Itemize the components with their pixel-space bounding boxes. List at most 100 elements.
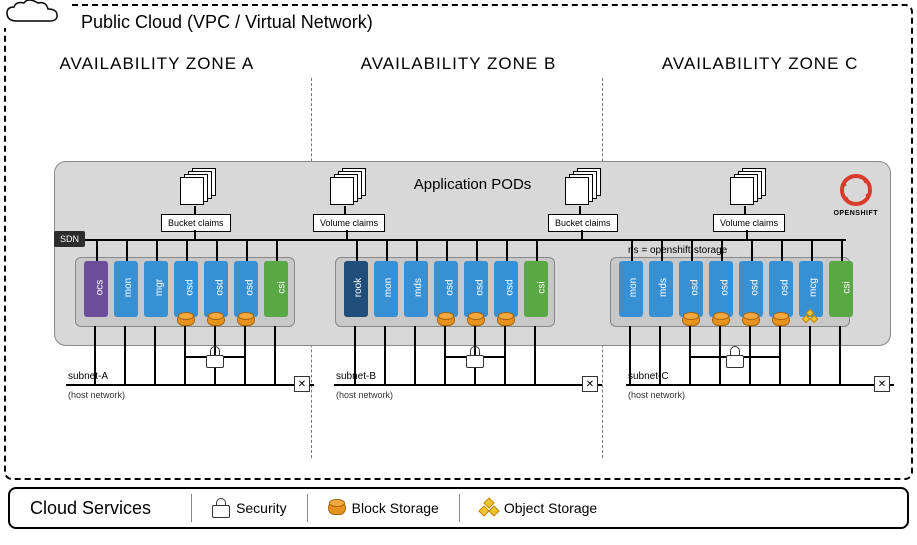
bucket-claims-box: Bucket claims [161, 214, 231, 232]
openshift-logo: OPENSHIFT [833, 172, 878, 217]
mon-component: mon [619, 261, 643, 317]
host-network-label: (host network) [68, 390, 125, 400]
subnet-line [66, 384, 314, 386]
cloud-title: Public Cloud (VPC / Virtual Network) [81, 12, 373, 33]
storage-pod-group: rook mon mds osd osd osd csi [335, 257, 555, 327]
block-storage-label: Block Storage [352, 500, 439, 516]
csi-component: csi [829, 261, 853, 317]
x-icon: ✕ [874, 376, 890, 392]
storage-pod-group: ocs mon mgr osd osd osd csi [75, 257, 295, 327]
connector-line [719, 326, 721, 384]
connector-line [534, 326, 536, 384]
disk-icon [712, 314, 730, 326]
host-network-label: (host network) [336, 390, 393, 400]
connector-line [506, 240, 508, 261]
osd-component: osd [174, 261, 198, 317]
osd-component: osd [494, 261, 518, 317]
connector-line [96, 240, 98, 261]
storage-pod-group: mon mds osd osd osd osd mcg csi [610, 257, 850, 327]
connector-line [186, 240, 188, 261]
osd-component: osd [234, 261, 258, 317]
app-pods-label: Application PODs [414, 176, 532, 193]
connector-line [504, 326, 506, 384]
x-icon: ✕ [294, 376, 310, 392]
disk-icon [177, 314, 195, 326]
connector-line [386, 240, 388, 261]
cloud-services-title: Cloud Services [30, 498, 151, 519]
subnet-c-label: subnet-C [628, 371, 669, 382]
sdn-label: SDN [54, 231, 85, 247]
ocs-component: ocs [84, 261, 108, 317]
disk-icon [742, 314, 760, 326]
connector-line [244, 326, 246, 384]
connector-line [841, 240, 843, 261]
connector-line [414, 326, 416, 384]
osd-component: osd [204, 261, 228, 317]
lock-icon [466, 346, 486, 368]
connector-line [124, 326, 126, 384]
connector-line [384, 326, 386, 384]
pod-stack-icon [730, 168, 776, 206]
connector-line [184, 326, 186, 384]
pod-stack-icon [180, 168, 226, 206]
csi-component: csi [264, 261, 288, 317]
disk-icon [207, 314, 225, 326]
security-label: Security [236, 500, 287, 516]
block-storage-item: Block Storage [328, 500, 439, 516]
disk-icon [437, 314, 455, 326]
zone-c-label: AVAILABILITY ZONE C [611, 54, 910, 74]
sdn-bar [55, 239, 846, 241]
zone-a-label: AVAILABILITY ZONE A [8, 54, 307, 74]
cloud-outline: Public Cloud (VPC / Virtual Network) AVA… [4, 4, 913, 480]
subnet-line [334, 384, 602, 386]
connector-line [194, 230, 196, 240]
mds-component: mds [404, 261, 428, 317]
osd-component: osd [709, 261, 733, 317]
osd-component: osd [679, 261, 703, 317]
osd-component: osd [464, 261, 488, 317]
connector-line [274, 326, 276, 384]
connector-line [216, 240, 218, 261]
connector-line [416, 240, 418, 261]
csi-component: csi [524, 261, 548, 317]
osd-component: osd [769, 261, 793, 317]
host-network-label: (host network) [628, 390, 685, 400]
connector-line [581, 230, 583, 240]
connector-line [356, 240, 358, 261]
connector-line [536, 240, 538, 261]
zone-labels: AVAILABILITY ZONE A AVAILABILITY ZONE B … [6, 54, 911, 74]
pod-stack-icon [565, 168, 611, 206]
connector-line [811, 240, 813, 261]
connector-line [276, 240, 278, 261]
mon-component: mon [114, 261, 138, 317]
mgr-component: mgr [144, 261, 168, 317]
volume-claims-box: Volume claims [313, 214, 385, 232]
connector-line [246, 240, 248, 261]
subnet-a-label: subnet-A [68, 371, 108, 382]
connector-line [126, 240, 128, 261]
openshift-text: OPENSHIFT [833, 210, 878, 217]
disk-icon [237, 314, 255, 326]
subnet-line [626, 384, 894, 386]
openshift-container: OPENSHIFT Application PODs SDN Bucket cl… [54, 161, 891, 346]
disk-icon [328, 501, 346, 515]
zone-b-label: AVAILABILITY ZONE B [309, 54, 608, 74]
object-storage-label: Object Storage [504, 500, 597, 516]
object-storage-item: Object Storage [480, 499, 597, 517]
namespace-label: ns = openshift-storage [625, 245, 730, 256]
separator [191, 494, 192, 522]
disk-icon [467, 314, 485, 326]
connector-line [476, 240, 478, 261]
mds-component: mds [649, 261, 673, 317]
cloud-icon [2, 0, 72, 28]
connector-line [721, 240, 723, 261]
connector-line [781, 240, 783, 261]
x-icon: ✕ [582, 376, 598, 392]
bucket-claims-box: Bucket claims [548, 214, 618, 232]
mon-component: mon [374, 261, 398, 317]
cloud-services-bar: Cloud Services Security Block Storage Ob… [8, 487, 909, 529]
connector-line [154, 326, 156, 384]
connector-line [661, 240, 663, 261]
noobaa-icon [803, 310, 819, 326]
mcg-component: mcg [799, 261, 823, 317]
